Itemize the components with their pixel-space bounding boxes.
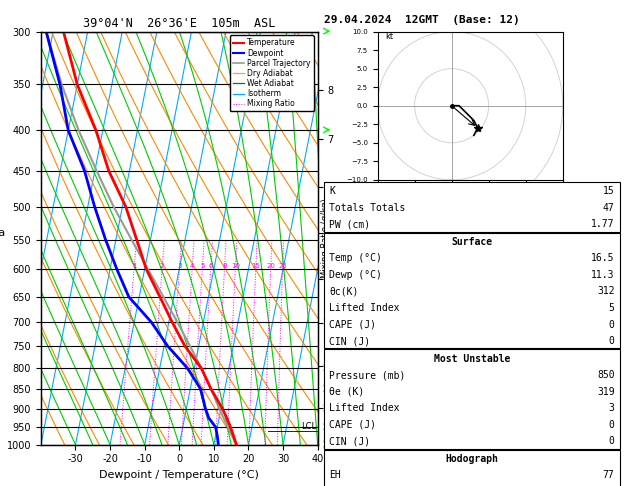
Text: Most Unstable: Most Unstable — [433, 353, 510, 364]
Text: θe (K): θe (K) — [329, 386, 364, 397]
Text: Dewp (°C): Dewp (°C) — [329, 270, 382, 280]
Text: 25: 25 — [278, 263, 287, 269]
Text: K: K — [329, 186, 335, 196]
Y-axis label: km
ASL: km ASL — [336, 217, 354, 238]
Text: 6: 6 — [208, 263, 213, 269]
Text: 2: 2 — [160, 263, 164, 269]
Y-axis label: hPa: hPa — [0, 228, 6, 238]
Text: Mixing Ratio (g/kg): Mixing Ratio (g/kg) — [321, 198, 330, 278]
Text: 15: 15 — [603, 186, 615, 196]
Text: CIN (J): CIN (J) — [329, 336, 370, 346]
Text: 319: 319 — [597, 386, 615, 397]
Text: 312: 312 — [597, 286, 615, 296]
Text: 3: 3 — [177, 263, 182, 269]
Text: EH: EH — [329, 470, 341, 480]
Text: 15: 15 — [252, 263, 260, 269]
Text: 0: 0 — [609, 436, 615, 446]
Text: Lifted Index: Lifted Index — [329, 303, 399, 313]
Text: 5: 5 — [200, 263, 204, 269]
Text: 0: 0 — [609, 419, 615, 430]
Text: Hodograph: Hodograph — [445, 453, 498, 464]
Text: Lifted Index: Lifted Index — [329, 403, 399, 413]
Text: CAPE (J): CAPE (J) — [329, 419, 376, 430]
Text: PW (cm): PW (cm) — [329, 219, 370, 229]
Text: 11.3: 11.3 — [591, 270, 615, 280]
Text: Pressure (mb): Pressure (mb) — [329, 370, 405, 380]
Text: θc(K): θc(K) — [329, 286, 359, 296]
Text: Temp (°C): Temp (°C) — [329, 253, 382, 263]
Text: LCL: LCL — [301, 422, 316, 431]
X-axis label: Dewpoint / Temperature (°C): Dewpoint / Temperature (°C) — [99, 470, 259, 480]
Text: 20: 20 — [266, 263, 275, 269]
Text: kt: kt — [385, 32, 393, 41]
Text: CAPE (J): CAPE (J) — [329, 319, 376, 330]
Title: 39°04'N  26°36'E  105m  ASL: 39°04'N 26°36'E 105m ASL — [83, 17, 276, 31]
Text: 4: 4 — [190, 263, 194, 269]
Text: 5: 5 — [609, 303, 615, 313]
Text: 1.77: 1.77 — [591, 219, 615, 229]
Text: Surface: Surface — [451, 237, 493, 247]
Text: 8: 8 — [222, 263, 226, 269]
Text: 29.04.2024  12GMT  (Base: 12): 29.04.2024 12GMT (Base: 12) — [324, 15, 520, 25]
Text: 77: 77 — [603, 470, 615, 480]
Text: 1: 1 — [132, 263, 136, 269]
Text: 10: 10 — [231, 263, 240, 269]
Text: 47: 47 — [603, 203, 615, 213]
Text: 850: 850 — [597, 370, 615, 380]
Text: 0: 0 — [609, 336, 615, 346]
Text: Totals Totals: Totals Totals — [329, 203, 405, 213]
Text: 3: 3 — [609, 403, 615, 413]
Legend: Temperature, Dewpoint, Parcel Trajectory, Dry Adiabat, Wet Adiabat, Isotherm, Mi: Temperature, Dewpoint, Parcel Trajectory… — [230, 35, 314, 111]
Text: 16.5: 16.5 — [591, 253, 615, 263]
Text: © weatheronline.co.uk: © weatheronline.co.uk — [324, 471, 437, 480]
Text: 0: 0 — [609, 319, 615, 330]
Text: CIN (J): CIN (J) — [329, 436, 370, 446]
